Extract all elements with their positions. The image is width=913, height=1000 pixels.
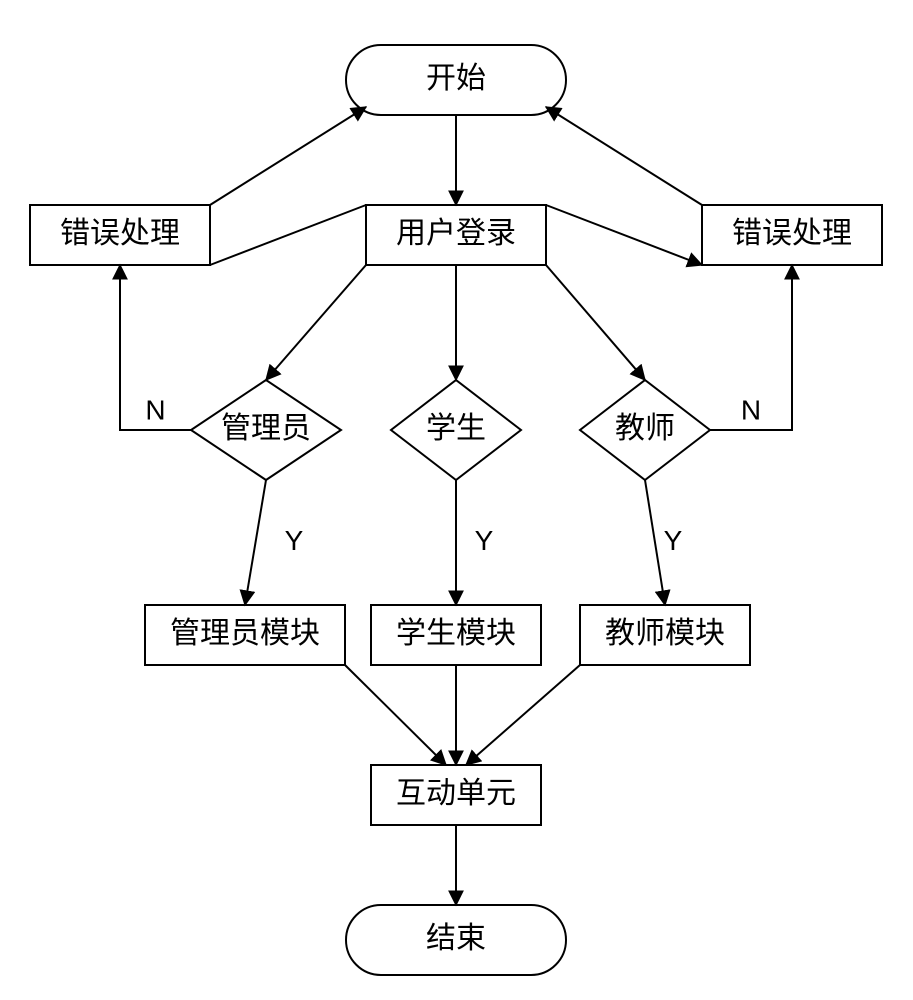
node-label-student_dec: 学生	[426, 412, 486, 445]
edge-label: N	[741, 394, 761, 425]
flowchart-canvas: 开始用户登录 错误处理 错误处理管理员 学生 教师管理员模块 学生模块 教师模块互动单元结束…	[0, 0, 913, 1000]
node-label-login: 用户登录	[396, 217, 516, 250]
node-student_dec: 学生	[391, 380, 521, 480]
node-admin_mod: 管理员模块	[145, 605, 345, 665]
node-login: 用户登录	[366, 205, 546, 265]
edge-label: N	[145, 394, 165, 425]
node-label-err_right: 错误处理	[732, 217, 852, 250]
edge-label: Y	[285, 525, 304, 556]
node-label-student_mod: 学生模块	[396, 617, 516, 650]
edge-label: Y	[664, 525, 683, 556]
node-teacher_dec: 教师	[580, 380, 710, 480]
node-label-admin_mod: 管理员模块	[170, 617, 320, 650]
node-err_right: 错误处理	[702, 205, 882, 265]
node-label-admin_dec: 管理员	[221, 412, 311, 445]
node-start: 开始	[346, 45, 566, 115]
node-student_mod: 学生模块	[371, 605, 541, 665]
node-label-err_left: 错误处理	[60, 217, 180, 250]
node-err_left: 错误处理	[30, 205, 210, 265]
node-end: 结束	[346, 905, 566, 975]
node-label-teacher_dec: 教师	[615, 412, 675, 445]
node-label-start: 开始	[426, 62, 486, 95]
node-interact: 互动单元	[371, 765, 541, 825]
node-teacher_mod: 教师模块	[580, 605, 750, 665]
node-label-interact: 互动单元	[396, 777, 516, 810]
edge-label: Y	[475, 525, 494, 556]
node-label-end: 结束	[426, 922, 486, 955]
node-admin_dec: 管理员	[191, 380, 341, 480]
node-label-teacher_mod: 教师模块	[605, 617, 725, 650]
